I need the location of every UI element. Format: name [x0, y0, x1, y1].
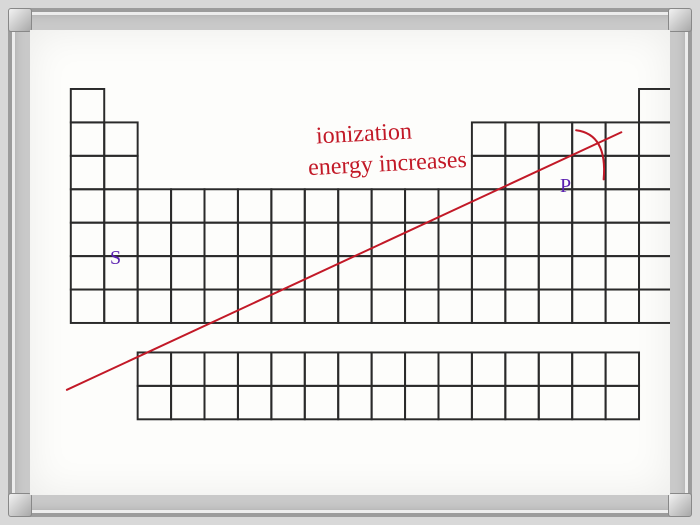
diagram-svg: [30, 30, 670, 495]
frame-corner: [668, 493, 692, 517]
trend-label-line1: ionization: [315, 120, 412, 150]
whiteboard-frame: ionization energy increases S P: [8, 8, 692, 517]
element-marker-p: P: [560, 176, 571, 197]
frame-corner: [8, 493, 32, 517]
element-marker-s: S: [110, 248, 121, 269]
frame-corner: [668, 8, 692, 32]
frame-corner: [8, 8, 32, 32]
whiteboard-surface: ionization energy increases S P: [30, 30, 670, 495]
